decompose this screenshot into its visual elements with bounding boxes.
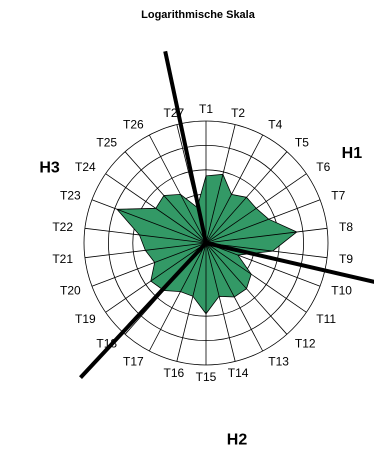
spoke-t17 — [148, 242, 207, 352]
tick-label-t12: T12 — [295, 336, 316, 350]
tick-label-t13: T13 — [268, 355, 289, 369]
tick-label-t24: T24 — [75, 160, 96, 174]
tick-label-t6: T6 — [316, 160, 330, 174]
tick-label-t8: T8 — [339, 220, 353, 234]
spoke-t14 — [205, 242, 236, 362]
sector-dividers — [79, 50, 374, 379]
spoke-t23 — [91, 199, 207, 244]
spoke-t13 — [205, 242, 264, 352]
spoke-t7 — [205, 199, 321, 244]
spoke-t8 — [205, 227, 328, 244]
tick-label-t19: T19 — [75, 312, 96, 326]
spoke-t22 — [84, 227, 207, 244]
divider-line — [205, 241, 374, 284]
spoke-t11 — [205, 242, 307, 313]
spoke-t10 — [205, 242, 321, 287]
tick-label-t21: T21 — [52, 252, 73, 266]
spoke-t25 — [124, 151, 207, 244]
spoke-t20 — [91, 242, 207, 287]
chart-title: Logarithmische Skala — [141, 9, 256, 21]
tick-label-t16: T16 — [164, 366, 185, 380]
spoke-t26 — [148, 134, 207, 244]
tick-label-t18: T18 — [96, 336, 117, 350]
tick-label-t2: T2 — [231, 106, 245, 120]
region-label-h1: H1 — [342, 145, 363, 162]
spoke-t9 — [205, 242, 328, 259]
tick-label-t9: T9 — [339, 252, 353, 266]
tick-label-t7: T7 — [331, 189, 345, 203]
region-label-h3: H3 — [39, 160, 60, 177]
spoke-t4 — [205, 134, 264, 244]
tick-label-t11: T11 — [316, 312, 336, 326]
spoke-t6 — [205, 173, 307, 244]
tick-label-t20: T20 — [60, 284, 81, 298]
tick-label-t5: T5 — [295, 136, 309, 150]
tick-label-t4: T4 — [268, 117, 282, 131]
region-label-h2: H2 — [227, 432, 248, 449]
divider-line — [79, 241, 208, 379]
spoke-t19 — [105, 242, 207, 313]
spoke-t24 — [105, 173, 207, 244]
spoke-t2 — [205, 124, 236, 244]
tick-label-t1: T1 — [199, 102, 213, 116]
spoke-t12 — [205, 242, 288, 335]
spoke-t21 — [84, 242, 207, 259]
tick-label-t27: T27 — [164, 106, 185, 120]
radar-spokes — [84, 121, 328, 365]
tick-label-t23: T23 — [60, 189, 81, 203]
spoke-t16 — [176, 242, 207, 362]
tick-label-t14: T14 — [228, 366, 249, 380]
tick-label-t26: T26 — [123, 117, 144, 131]
tick-label-t25: T25 — [96, 136, 117, 150]
tick-label-t10: T10 — [331, 284, 352, 298]
divider-line — [163, 50, 208, 244]
region-labels: H1 H2 H3 — [39, 145, 362, 449]
spoke-t5 — [205, 151, 288, 244]
tick-label-t15: T15 — [196, 370, 217, 384]
tick-label-t22: T22 — [52, 220, 73, 234]
tick-label-t17: T17 — [123, 355, 144, 369]
